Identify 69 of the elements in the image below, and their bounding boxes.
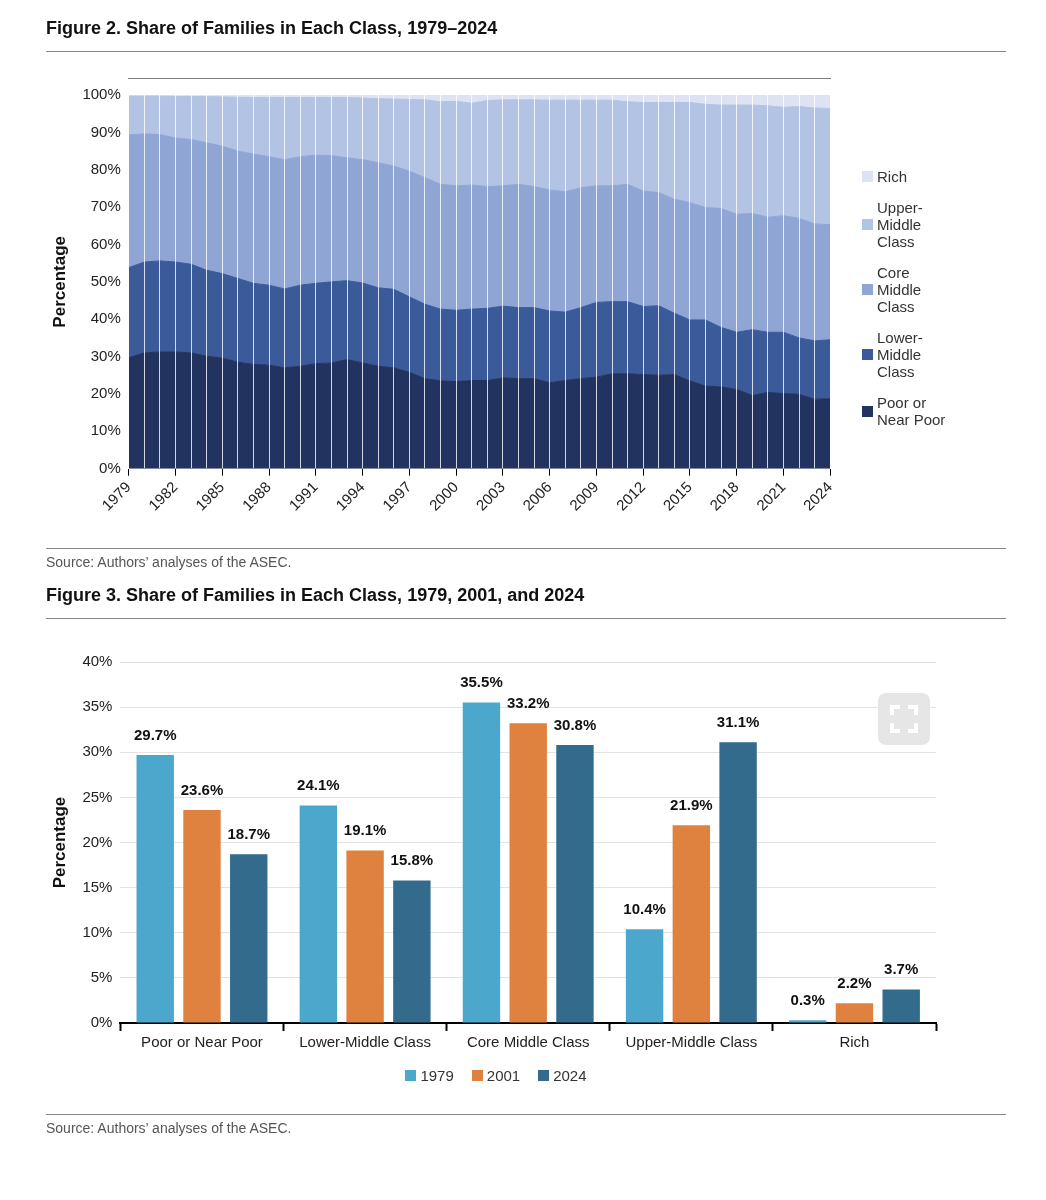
data-label: 24.1% [297, 776, 340, 794]
data-label: 3.7% [884, 960, 919, 978]
legend-label: 2024 [553, 1067, 587, 1084]
bar [672, 825, 711, 1023]
legend-label: Core Middle Class [877, 264, 923, 315]
bar [299, 805, 338, 1023]
source-note: Source: Authors’ analyses of the ASEC. [46, 1119, 293, 1138]
bar [788, 1020, 827, 1023]
legend-label: Poor or Near Poor [877, 394, 947, 428]
y-tick-label: 30% [82, 742, 113, 760]
data-label: 19.1% [343, 821, 387, 839]
legend-label: Rich [877, 168, 908, 185]
y-tick-label: 15% [82, 877, 113, 895]
data-label: 21.9% [670, 795, 713, 813]
y-axis-title: Percentage [49, 236, 69, 328]
data-label: 33.2% [506, 694, 550, 712]
y-tick-label: 5% [90, 968, 113, 986]
chart-title: Figure 3. Share of Families in Each Class, 1979, 2001, and 2024 [46, 584, 586, 607]
bar [882, 989, 920, 1023]
bar [462, 702, 501, 1023]
y-tick-label: 40% [82, 652, 113, 670]
x-tick-label: Core Middle Class [466, 1033, 590, 1051]
data-label: 29.7% [133, 725, 177, 743]
bar [835, 1003, 874, 1023]
y-tick-label: 90% [90, 122, 121, 140]
data-label: 10.4% [623, 899, 666, 917]
y-tick-label: 25% [82, 787, 113, 805]
y-tick-label: 80% [90, 159, 121, 177]
y-tick-label: 30% [90, 346, 121, 364]
x-tick-label: Upper-Middle Class [625, 1033, 758, 1051]
y-tick-label: 10% [90, 421, 121, 439]
x-tick-label: Rich [839, 1033, 870, 1051]
y-tick-label: 50% [90, 271, 121, 289]
y-tick-label: 0% [90, 1013, 113, 1031]
y-tick-label: 40% [90, 309, 121, 327]
y-tick-label: 60% [90, 234, 121, 252]
legend-label: 2001 [486, 1067, 521, 1084]
bar [393, 880, 431, 1023]
data-label: 30.8% [553, 715, 597, 733]
data-label: 23.6% [180, 780, 224, 798]
y-tick-label: 20% [90, 384, 121, 402]
bar [346, 850, 384, 1023]
y-tick-label: 0% [99, 458, 121, 476]
y-tick-label: 100% [82, 85, 121, 103]
bar [230, 854, 268, 1023]
bar [183, 810, 221, 1023]
data-label: 35.5% [460, 673, 503, 691]
data-label: 2.2% [837, 973, 872, 991]
data-label: 0.3% [790, 990, 825, 1008]
bar [719, 742, 757, 1023]
y-tick-label: 20% [82, 832, 113, 850]
y-tick-label: 35% [82, 697, 113, 715]
y-tick-label: 70% [90, 197, 121, 215]
x-tick-label: Lower-Middle Class [299, 1033, 431, 1051]
data-label: 15.8% [390, 851, 434, 869]
y-axis-title: Percentage [49, 796, 69, 889]
bar [136, 754, 174, 1023]
bar [509, 723, 547, 1023]
y-tick-label: 10% [82, 922, 113, 940]
source-note: Source: Authors’ analyses of the ASEC. [46, 553, 293, 572]
legend-label: Upper-Middle Class [877, 199, 924, 250]
x-tick-label: Poor or Near Poor [141, 1033, 263, 1051]
bar [625, 929, 664, 1023]
bar [556, 745, 594, 1023]
data-label: 18.7% [227, 824, 271, 842]
legend-label: Lower-Middle Class [877, 329, 924, 380]
data-label: 31.1% [716, 712, 760, 730]
chart-title: Figure 2. Share of Families in Each Class, 1979–2024 [46, 17, 499, 40]
legend-label: 1979 [420, 1067, 454, 1084]
